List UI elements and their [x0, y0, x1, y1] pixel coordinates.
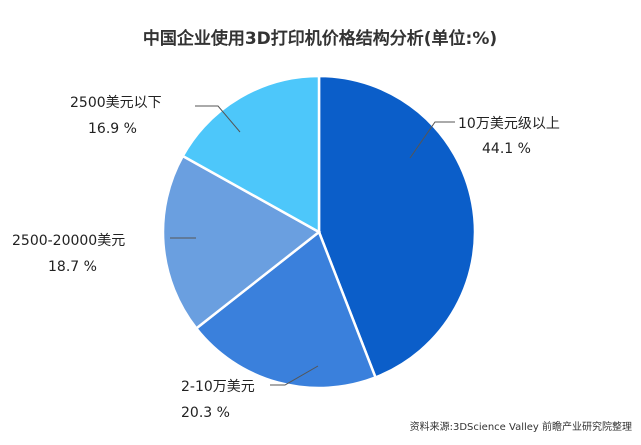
- label-value-10wan-plus: 44.1 %: [482, 141, 531, 157]
- label-value-2500-below: 16.9 %: [88, 121, 137, 137]
- leader-line-2-10wan: [270, 365, 319, 386]
- label-name-10wan-plus: 10万美元级以上: [458, 116, 560, 132]
- label-value-2500-20000: 18.7 %: [48, 259, 97, 275]
- pie-slice-1: [194, 229, 378, 390]
- pie-slice-3: [181, 74, 321, 235]
- chart-title: 中国企业使用3D打印机价格结构分析(单位:%): [143, 28, 497, 49]
- label-name-2500-below: 2500美元以下: [70, 95, 162, 111]
- source-note: 资料来源:3DScience Valley 前瞻产业研究院整理: [410, 420, 632, 433]
- pie-slice-0: [317, 74, 477, 380]
- label-name-2500-20000: 2500-20000美元: [12, 233, 125, 249]
- pie-slice-2: [161, 154, 322, 331]
- leader-line-10wan-plus: [409, 121, 455, 159]
- pie-slices: [161, 74, 477, 390]
- label-value-2-10wan: 20.3 %: [181, 405, 230, 421]
- leader-line-2500-below: [195, 105, 241, 133]
- label-name-2-10wan: 2-10万美元: [181, 379, 255, 395]
